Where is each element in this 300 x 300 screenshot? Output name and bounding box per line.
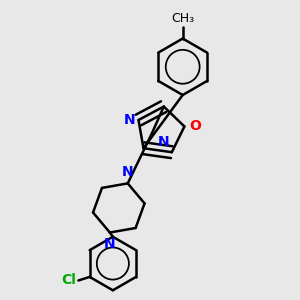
Text: CH₃: CH₃ [171, 12, 194, 25]
Text: N: N [104, 237, 116, 251]
Text: O: O [189, 119, 201, 134]
Text: N: N [158, 135, 170, 148]
Text: N: N [123, 113, 135, 127]
Text: Cl: Cl [62, 274, 76, 287]
Text: N: N [122, 165, 134, 179]
